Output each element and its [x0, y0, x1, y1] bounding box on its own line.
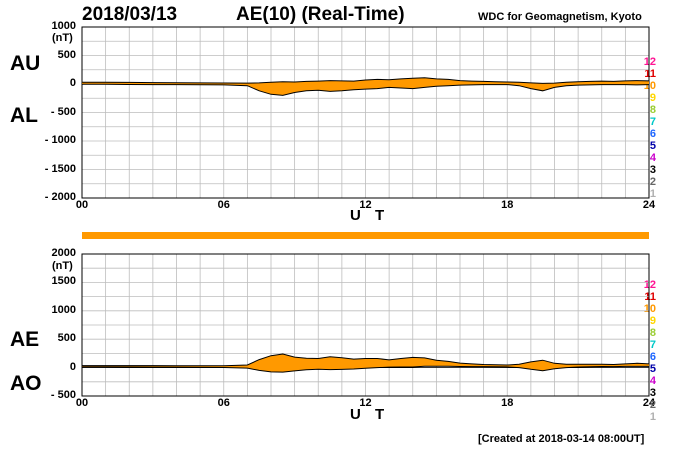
legend-station-7: 7	[649, 339, 656, 351]
bottom-y-tick-label: 1500	[51, 275, 76, 288]
station-legend-top: 12 11 10 9 8 7 6 5 4 3 2 1	[636, 56, 656, 200]
chart-date: 2018/03/13	[82, 4, 178, 25]
bottom-x-tick-label: 00	[75, 397, 89, 409]
legend-station-11: 11	[644, 68, 656, 80]
legend-station-7: 7	[649, 116, 656, 128]
legend-station-5: 5	[649, 140, 656, 152]
legend-station-10: 10	[643, 303, 656, 315]
top-x-tick-label: 00	[75, 199, 89, 211]
bottom-y-tick-label: 500	[57, 332, 76, 345]
au-al-panel	[81, 26, 650, 199]
top-unit-label: (nT)	[52, 32, 73, 44]
top-x-tick-label: 18	[501, 199, 514, 211]
bottom-x-axis-label: U T	[350, 406, 390, 423]
legend-station-9: 9	[649, 315, 656, 327]
top-y-tick-label: 1000	[51, 20, 76, 32]
label-al: AL	[10, 104, 38, 127]
legend-station-11: 11	[644, 291, 656, 303]
top-x-tick-label: 12	[359, 199, 372, 211]
legend-station-8: 8	[649, 104, 656, 116]
bottom-x-tick-label: 06	[217, 397, 230, 409]
top-plot-frame	[81, 26, 650, 199]
label-au: AU	[10, 52, 41, 75]
bottom-y-tick-label: 1000	[51, 303, 76, 316]
top-y-tick-label: 500	[57, 48, 76, 61]
legend-station-1: 1	[649, 188, 656, 200]
top-y-tick-label: - 500	[50, 105, 76, 118]
chart-title: AE(10) (Real-Time)	[236, 4, 405, 25]
series-al-line	[82, 83, 650, 96]
data-source: WDC for Geomagnetism, Kyoto	[478, 11, 642, 23]
legend-station-12: 12	[643, 56, 656, 68]
data-coverage-bar	[82, 232, 649, 239]
series-au-line	[82, 77, 650, 84]
top-y-tick-label: 0	[69, 77, 76, 89]
created-timestamp: [Created at 2018-03-14 08:00UT]	[478, 433, 645, 445]
legend-station-3: 3	[649, 387, 656, 399]
label-ae: AE	[10, 328, 40, 351]
bottom-unit-label: (nT)	[52, 260, 73, 272]
legend-station-1: 1	[649, 411, 656, 423]
top-y-tick-label: - 2000	[44, 191, 76, 203]
bottom-filled-area	[82, 354, 649, 373]
bottom-y-tick-label: 0	[69, 360, 76, 373]
series-ao-line	[82, 365, 649, 373]
legend-station-4: 4	[649, 375, 656, 387]
ae-ao-panel	[81, 253, 650, 397]
bottom-y-tick-label: 2000	[51, 247, 76, 259]
legend-station-2: 2	[649, 399, 656, 411]
series-ae-line	[82, 353, 650, 367]
legend-station-4: 4	[649, 152, 656, 164]
legend-station-6: 6	[649, 351, 656, 363]
top-y-tick-label: - 1500	[44, 162, 76, 175]
top-y-tick-label: - 1000	[44, 134, 76, 146]
bottom-x-tick-label: 18	[501, 397, 514, 409]
legend-station-8: 8	[649, 327, 656, 339]
bottom-x-tick-label: 24	[642, 397, 656, 409]
top-x-axis-label: U T	[350, 207, 390, 224]
legend-station-5: 5	[649, 363, 656, 375]
legend-station-2: 2	[649, 176, 656, 188]
bottom-plot-frame	[81, 253, 650, 397]
bottom-y-tick-label: - 500	[50, 389, 76, 401]
label-ao: AO	[10, 372, 42, 395]
bottom-x-tick-label: 12	[359, 397, 372, 409]
top-x-tick-label: 24	[642, 199, 656, 211]
top-x-tick-label: 06	[217, 199, 230, 211]
legend-station-6: 6	[649, 128, 656, 140]
legend-station-3: 3	[649, 164, 656, 176]
legend-station-9: 9	[649, 92, 656, 104]
